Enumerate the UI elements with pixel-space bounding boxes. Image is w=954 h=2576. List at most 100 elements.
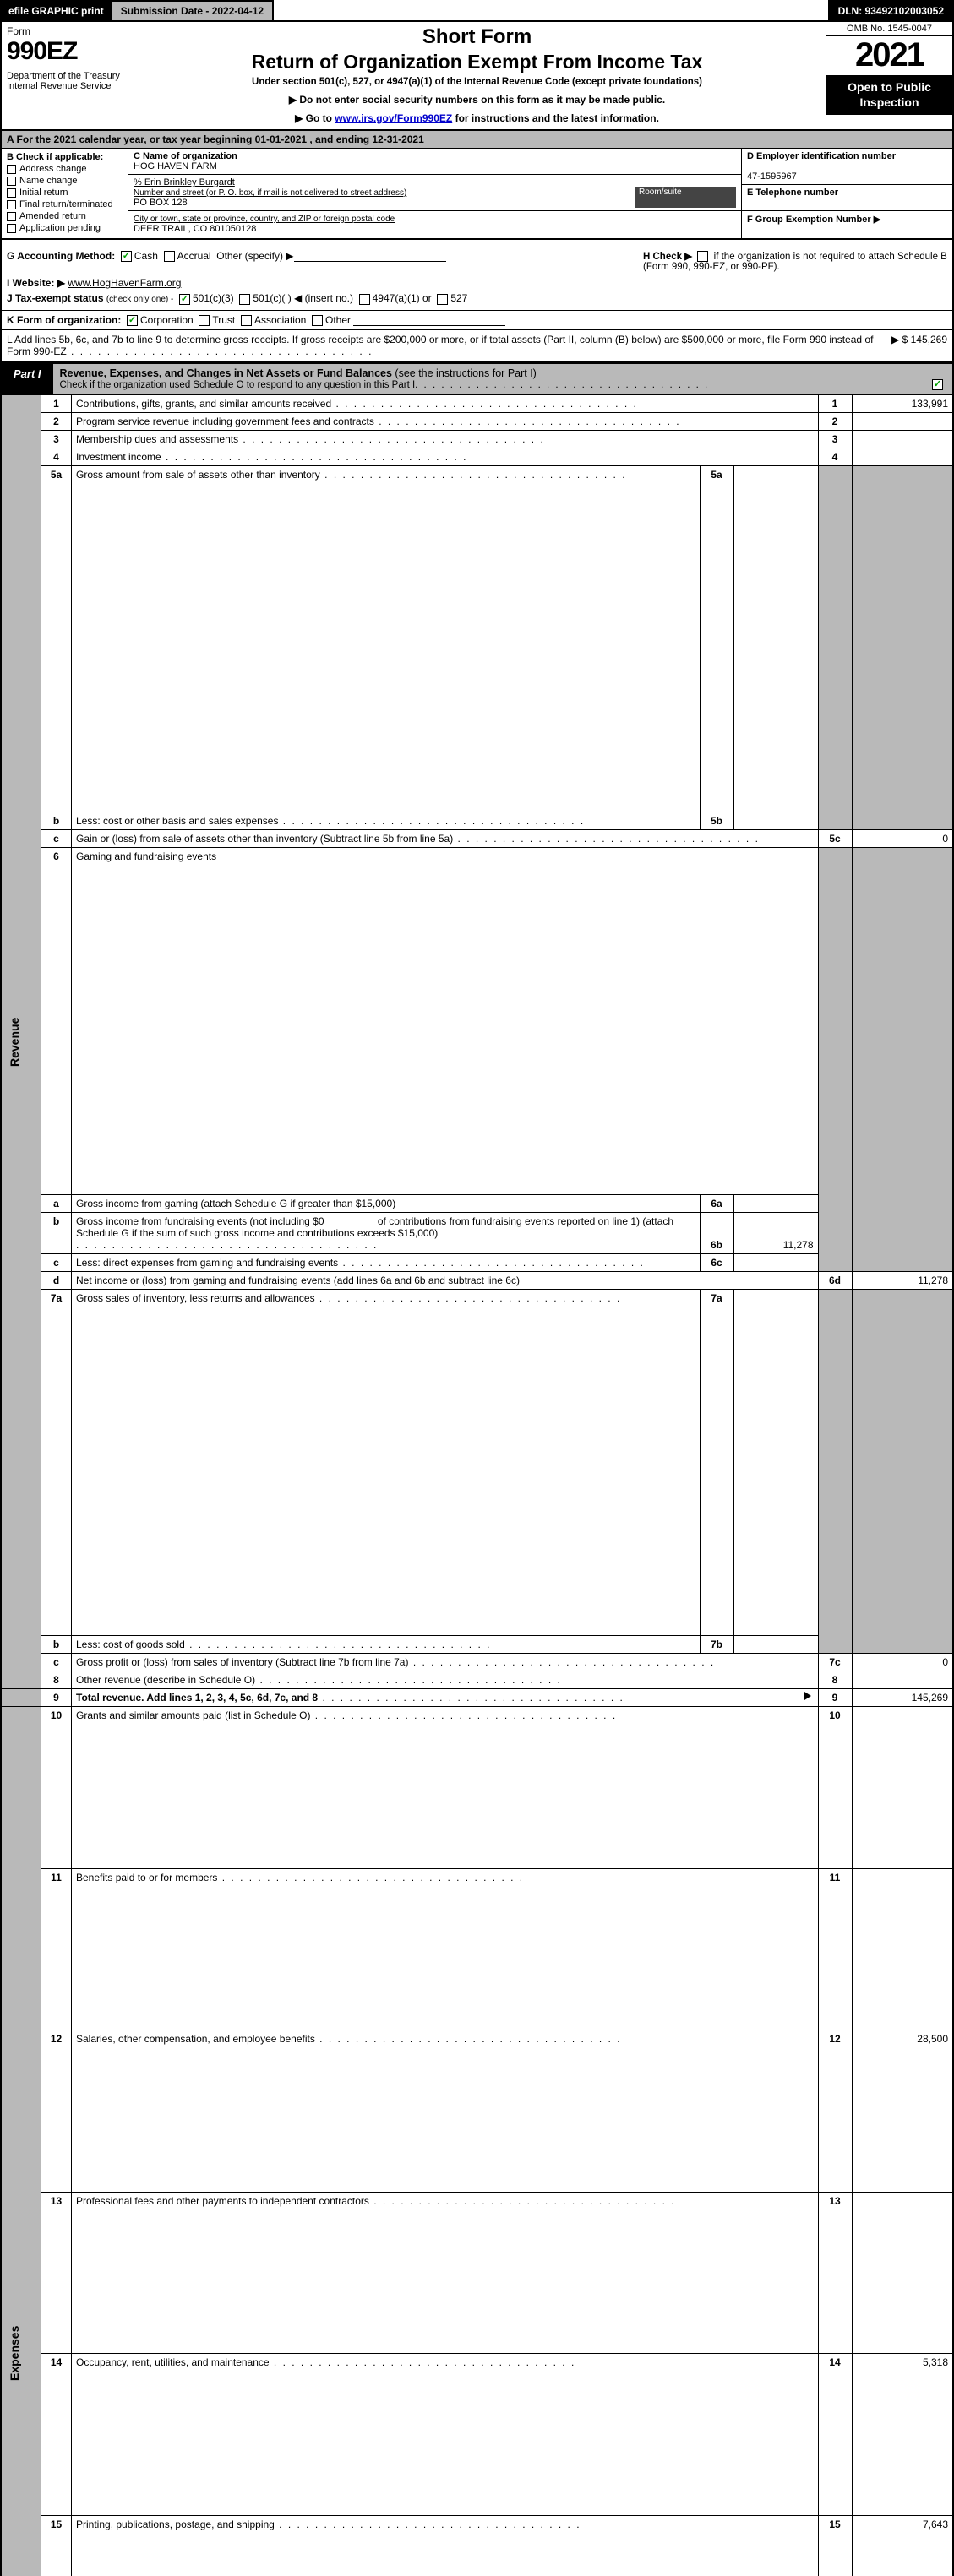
line-6-text: Gaming and fundraising events <box>72 848 819 1194</box>
line-9-text: Total revenue. Add lines 1, 2, 3, 4, 5c,… <box>76 1692 318 1704</box>
addr-label: Number and street (or P. O. box, if mail… <box>134 188 406 198</box>
e-phone-label: E Telephone number <box>747 187 838 198</box>
inst-prefix: ▶ Go to <box>295 112 335 124</box>
c-name-label: C Name of organization <box>134 151 237 161</box>
form-number: 990EZ <box>7 37 123 66</box>
line-15-text: Printing, publications, postage, and shi… <box>76 2519 275 2530</box>
line-7c-text: Gross profit or (loss) from sales of inv… <box>76 1656 408 1668</box>
top-bar: efile GRAPHIC print Submission Date - 20… <box>0 0 954 22</box>
cb-label: Name change <box>19 176 78 186</box>
val-15: 7,643 <box>852 2515 953 2576</box>
topbar-gap <box>274 0 827 22</box>
dots <box>67 345 373 357</box>
cb-address-change[interactable] <box>7 165 16 174</box>
k-other-blank[interactable] <box>353 316 505 326</box>
side-revenue: Revenue <box>1 395 41 1689</box>
g-accrual: Accrual <box>177 250 211 262</box>
num-3: 3 <box>818 431 852 448</box>
j-sub: (check only one) - <box>106 295 173 304</box>
val-2 <box>852 413 953 431</box>
k-form-of-org: K Form of organization: Corporation Trus… <box>0 310 954 329</box>
cb-schedule-b[interactable] <box>697 251 708 262</box>
arrow-icon <box>804 1692 811 1700</box>
k-label: K Form of organization: <box>7 314 121 326</box>
num-10: 10 <box>818 1707 852 1869</box>
return-title: Return of Organization Exempt From Incom… <box>135 51 819 73</box>
cb-application-pending[interactable] <box>7 224 16 233</box>
sub-5b: 5b <box>700 812 733 830</box>
part-i-tag: Part I <box>2 364 53 394</box>
line-13-text: Professional fees and other payments to … <box>76 2195 369 2207</box>
gray-6 <box>818 848 852 1271</box>
d-ein-label: D Employer identification number <box>747 151 896 161</box>
num-9: 9 <box>818 1689 852 1707</box>
ein-value: 47-1595967 <box>747 171 797 182</box>
val-8 <box>852 1671 953 1689</box>
val-13 <box>852 2192 953 2354</box>
b-header: B Check if applicable: <box>7 152 123 162</box>
city-label: City or town, state or province, country… <box>134 215 395 224</box>
cb-label: Amended return <box>19 211 86 221</box>
h-schedule-b: H Check ▶ if the organization is not req… <box>643 250 947 272</box>
irs-link[interactable]: www.irs.gov/Form990EZ <box>335 112 452 124</box>
cb-501c[interactable] <box>239 294 250 305</box>
line-3-text: Membership dues and assessments <box>76 433 238 445</box>
cb-assoc[interactable] <box>241 315 252 326</box>
lines-table: Revenue 1 Contributions, gifts, grants, … <box>0 394 954 2576</box>
side-rev-end <box>1 1689 41 1707</box>
num-8: 8 <box>818 1671 852 1689</box>
line-7a-text: Gross sales of inventory, less returns a… <box>76 1292 315 1304</box>
cb-cash[interactable] <box>121 251 132 262</box>
k-other: Other <box>325 314 351 326</box>
subv-5a <box>733 466 818 812</box>
city-state-zip: DEER TRAIL, CO 801050128 <box>134 224 256 234</box>
grayv-5 <box>852 466 953 830</box>
part-i-title-block: Revenue, Expenses, and Changes in Net As… <box>53 364 952 394</box>
part-i-check-text: Check if the organization used Schedule … <box>60 380 416 390</box>
num-11: 11 <box>818 1868 852 2030</box>
g-other-blank[interactable] <box>294 252 446 262</box>
subv-7b <box>733 1636 818 1654</box>
num-15: 15 <box>818 2515 852 2576</box>
col-def: D Employer identification number 47-1595… <box>741 149 952 238</box>
num-2: 2 <box>818 413 852 431</box>
row-a-tax-year: A For the 2021 calendar year, or tax yea… <box>0 131 954 148</box>
ghij-block: G Accounting Method: Cash Accrual Other … <box>0 240 954 310</box>
line-1-text: Contributions, gifts, grants, and simila… <box>76 398 331 410</box>
cb-schedule-o[interactable] <box>932 379 943 390</box>
cb-label: Address change <box>19 164 87 174</box>
grayv-6 <box>852 848 953 1271</box>
val-5c: 0 <box>852 830 953 848</box>
sub-6b: 6b <box>700 1212 733 1253</box>
cb-label: Initial return <box>19 187 68 198</box>
sub-6c: 6c <box>700 1253 733 1271</box>
under-section-text: Under section 501(c), 527, or 4947(a)(1)… <box>135 77 819 87</box>
cb-initial-return[interactable] <box>7 188 16 198</box>
cb-name-change[interactable] <box>7 177 16 186</box>
dept-treasury: Department of the Treasury Internal Reve… <box>7 71 123 91</box>
instructions-line: ▶ Go to www.irs.gov/Form990EZ for instru… <box>135 112 819 124</box>
num-6d: 6d <box>818 1271 852 1289</box>
cb-accrual[interactable] <box>164 251 175 262</box>
num-4: 4 <box>818 448 852 466</box>
cb-501c3[interactable] <box>179 294 190 305</box>
cb-amended-return[interactable] <box>7 212 16 221</box>
line-5c-text: Gain or (loss) from sale of assets other… <box>76 833 453 845</box>
line-2-text: Program service revenue including govern… <box>76 416 374 427</box>
cb-corp[interactable] <box>127 315 138 326</box>
val-7c: 0 <box>852 1654 953 1671</box>
cb-other-org[interactable] <box>312 315 323 326</box>
form-word: Form <box>7 25 123 37</box>
efile-print-button[interactable]: efile GRAPHIC print <box>0 0 112 22</box>
val-11 <box>852 1868 953 2030</box>
cb-trust[interactable] <box>199 315 210 326</box>
cb-527[interactable] <box>437 294 448 305</box>
line-12-text: Salaries, other compensation, and employ… <box>76 2033 315 2045</box>
h-label: H Check ▶ <box>643 252 692 262</box>
cb-final-return[interactable] <box>7 200 16 209</box>
cb-4947[interactable] <box>359 294 370 305</box>
form-id-block: Form 990EZ Department of the Treasury In… <box>2 22 128 129</box>
org-name: HOG HAVEN FARM <box>134 161 217 171</box>
part-i-title: Revenue, Expenses, and Changes in Net As… <box>60 367 392 379</box>
cb-label: Application pending <box>19 223 101 233</box>
